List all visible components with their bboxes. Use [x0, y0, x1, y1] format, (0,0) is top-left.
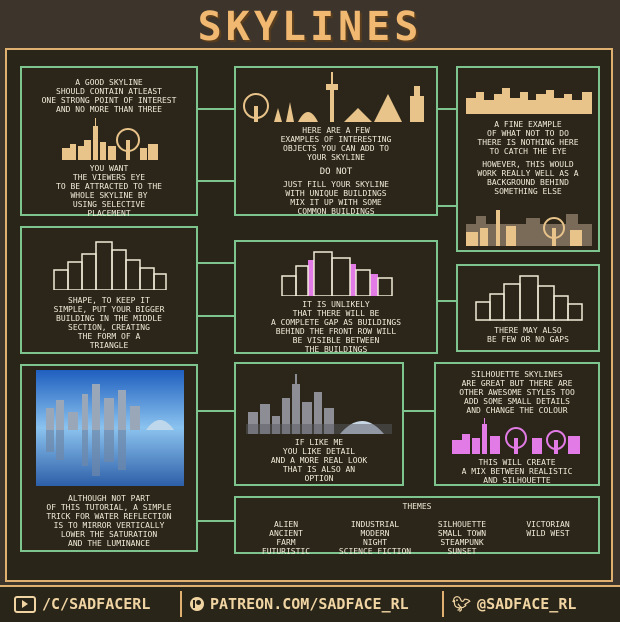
twitter-label: @SADFACE_RL	[477, 595, 577, 613]
panel-text: ALTHOUGH NOT PART OF THIS TUTORIAL, A SI…	[46, 494, 172, 548]
panel-triangle-shape: SHAPE, TO KEEP IT SIMPLE, PUT YOUR BIGGE…	[20, 226, 198, 354]
divider	[180, 591, 182, 617]
panel-text: HOWEVER, THIS WOULD WORK REALLY WELL AS …	[477, 160, 579, 196]
do-not-heading: DO NOT	[319, 167, 353, 177]
landmarks-image	[243, 72, 424, 122]
youtube-link[interactable]: /C/SADFACERL	[14, 595, 150, 613]
themes-column: VICTORIAN WILD WEST	[526, 520, 570, 538]
youtube-label: /C/SADFACERL	[42, 595, 151, 613]
connector	[198, 315, 234, 317]
youtube-icon	[14, 595, 36, 613]
panel-text: A GOOD SKYLINE SHOULD CONTAIN ATLEAST ON…	[41, 78, 177, 114]
themes-column: SILHOUETTE SMALL TOWN STEAMPUNK SUNSET	[437, 520, 487, 556]
twitter-link[interactable]: 🐦︎ @SADFACE_RL	[452, 595, 576, 613]
connector	[198, 108, 234, 110]
panel-text: YOU WANT THE VIEWERS EYE TO BE ATTRACTED…	[56, 164, 162, 218]
panel-water-reflection: ALTHOUGH NOT PART OF THIS TUTORIAL, A SI…	[20, 364, 198, 552]
themes-column: ALIEN ANCIENT FARM FUTURISTIC	[261, 520, 311, 556]
page-title: SKYLINES	[197, 4, 423, 50]
panel-text: IT IS UNLIKELY THAT THERE WILL BE A COMP…	[270, 300, 402, 354]
panel-text: THERE MAY ALSO BE FEW OR NO GAPS	[487, 326, 569, 344]
themes-column: INDUSTRIAL MODERN NIGHT SCIENCE FICTION	[338, 520, 412, 556]
pink-skyline-image	[452, 418, 580, 454]
connector	[404, 410, 434, 412]
gap-skyline-diagram	[281, 251, 393, 296]
connector	[438, 108, 456, 110]
no-gap-skyline-diagram	[475, 275, 583, 321]
detailed-skyline-image	[246, 374, 392, 434]
panel-gaps: IT IS UNLIKELY THAT THERE WILL BE A COMP…	[234, 240, 438, 354]
connector	[198, 180, 234, 182]
twitter-icon: 🐦︎	[452, 595, 472, 613]
triangle-skyline-diagram	[53, 241, 167, 290]
patreon-label: PATREON.COM/SADFACE_RL	[210, 595, 409, 613]
patreon-link[interactable]: PATREON.COM/SADFACE_RL	[190, 595, 409, 613]
silhouette-skyline-image	[62, 118, 158, 160]
connector	[198, 262, 234, 264]
footer: /C/SADFACERL PATREON.COM/SADFACE_RL 🐦︎ @…	[0, 585, 620, 622]
connector	[198, 410, 234, 412]
panel-text: THIS WILL CREATE A MIX BETWEEN REALISTIC…	[461, 458, 573, 485]
panel-interesting-objects: HERE ARE A FEW EXAMPLES OF INTERESTING O…	[234, 66, 438, 216]
flat-skyline-image	[466, 88, 592, 114]
layered-skyline-image	[466, 210, 592, 246]
patreon-icon	[190, 597, 204, 611]
panel-styles: SILHOUETTE SKYLINES ARE GREAT BUT THERE …	[434, 362, 600, 486]
connector	[198, 520, 234, 522]
panel-point-of-interest: A GOOD SKYLINE SHOULD CONTAIN ATLEAST ON…	[20, 66, 198, 218]
panel-text: SILHOUETTE SKYLINES ARE GREAT BUT THERE …	[459, 370, 575, 415]
themes-heading: THEMES	[402, 502, 432, 511]
panel-bad-example: A FINE EXAMPLE OF WHAT NOT TO DO THERE I…	[456, 66, 600, 252]
panel-themes: THEMES ALIEN ANCIENT FARM FUTURISTIC IND…	[234, 496, 600, 556]
panel-text: SHAPE, TO KEEP IT SIMPLE, PUT YOUR BIGGE…	[53, 296, 165, 350]
panel-detail: IF LIKE ME YOU LIKE DETAIL AND A MORE RE…	[234, 362, 404, 486]
divider	[442, 591, 444, 617]
connector	[438, 300, 456, 302]
connector	[438, 205, 456, 207]
panel-text: IF LIKE ME YOU LIKE DETAIL AND A MORE RE…	[270, 438, 368, 483]
panel-text: HERE ARE A FEW EXAMPLES OF INTERESTING O…	[280, 126, 392, 162]
reflection-image	[36, 370, 184, 486]
panel-no-gaps: THERE MAY ALSO BE FEW OR NO GAPS	[456, 264, 600, 352]
panel-text: JUST FILL YOUR SKYLINE WITH UNIQUE BUILD…	[283, 180, 389, 216]
panel-text: A FINE EXAMPLE OF WHAT NOT TO DO THERE I…	[477, 120, 579, 156]
